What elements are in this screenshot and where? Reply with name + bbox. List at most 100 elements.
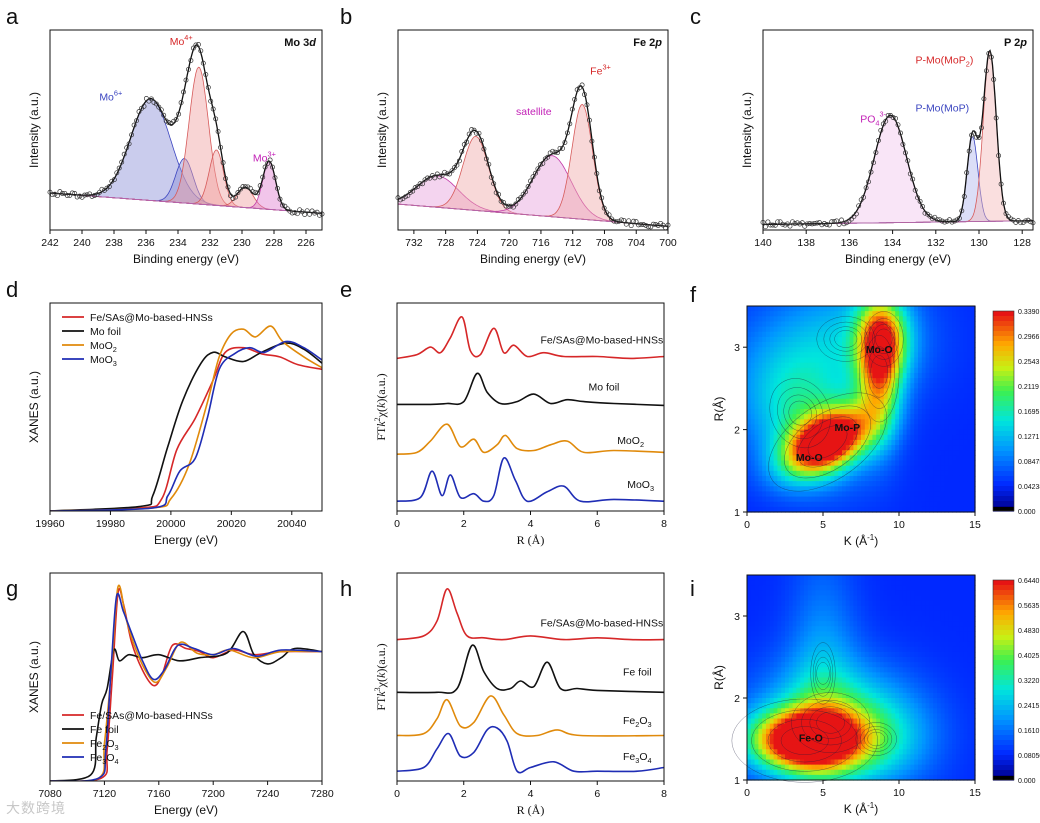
heatmap-cell [834,703,839,709]
heatmap-cell [804,470,809,477]
heatmap-cell [948,336,953,343]
heatmap-cell [788,600,794,607]
data-point [210,106,216,112]
heatmap-cell [750,347,756,353]
heatmap-cell [895,744,900,750]
heatmap-cell [769,409,775,415]
heatmap-cell [906,378,911,384]
heatmap-cell [887,708,892,714]
heatmap-cell [762,331,767,338]
heatmap-cell [796,692,801,699]
heatmap-cell [849,465,854,472]
heatmap-cell [868,465,873,472]
heatmap-cell [747,672,752,679]
heatmap-cell [868,321,873,328]
heatmap-cell [883,481,889,487]
heatmap-cell [815,754,820,761]
heatmap-cell [823,460,828,467]
heatmap-cell [766,362,771,369]
heatmap-cell [853,455,858,462]
heatmap-cell [872,687,877,694]
heatmap-cell [823,306,828,312]
heatmap-cell [796,326,801,333]
data-point [425,175,430,181]
heatmap-cell [788,703,794,709]
heatmap-cell [940,465,946,472]
heatmap-cell [921,723,927,730]
heatmap-cell [872,455,877,462]
heatmap-cell [967,383,972,389]
heatmap-cell [891,590,896,597]
heatmap-cell [914,605,919,612]
heatmap-cell [918,605,923,612]
heatmap-cell [792,372,797,379]
heatmap-cell [887,352,892,359]
heatmap-cell [959,460,965,467]
heatmap-cell [754,321,759,328]
heatmap-cell [959,501,965,508]
heatmap-cell [880,600,885,607]
heatmap-cell [948,460,953,467]
heatmap-cell [899,326,904,333]
colorbar-step [993,326,1014,332]
heatmap-cell [883,595,889,602]
heatmap-cell [929,486,934,492]
heatmap-cell [842,491,847,498]
heatmap-cell [853,769,858,776]
heatmap-cell [864,636,870,643]
heatmap-cell [937,306,942,312]
data-point [623,221,629,227]
heatmap-cell [872,713,877,720]
colorbar-step [993,311,1014,317]
heatmap-cell [804,590,809,597]
ft-line-2 [397,644,664,694]
heatmap-cell [781,398,786,405]
heatmap-cell [838,383,843,389]
x-tick-label: 6 [594,518,600,530]
heatmap-cell [769,331,775,338]
heatmap-cell [933,491,938,498]
heatmap-cell [895,409,900,415]
heatmap-cell [777,677,782,684]
heatmap-cell [830,718,835,725]
heatmap-cell [971,352,976,359]
heatmap-cell [880,749,885,755]
heatmap-cell [788,347,794,353]
heatmap-cell [830,575,835,581]
heatmap-cell [944,306,949,312]
heatmap-cell [785,311,790,317]
heatmap-cell [830,388,835,395]
heatmap-cell [921,501,927,508]
heatmap-cell [769,403,775,410]
x-tick-label: 0 [744,519,750,531]
heatmap-cell [887,605,892,612]
heatmap-cell [853,575,858,581]
heatmap-cell [948,414,953,420]
heatmap-cell [868,698,873,704]
heatmap-cell [804,764,809,771]
data-point [650,221,656,227]
heatmap-cell [804,372,809,379]
heatmap-cell [785,713,790,720]
heatmap-cell [925,465,930,472]
data-point [1020,220,1026,225]
heatmap-cell [925,626,930,632]
heatmap-cell [876,580,881,586]
heatmap-cell [910,439,915,446]
x-axis-label: Energy (eV) [154,533,218,547]
heatmap-cell [826,486,832,492]
heatmap-cell [773,311,778,317]
heatmap-cell [891,713,896,720]
heatmap-cell [853,621,858,627]
heatmap-cell [849,616,854,622]
heatmap-cell [948,491,953,498]
heatmap-cell [948,311,953,317]
heatmap-cell [777,708,782,714]
heatmap-cell [872,708,877,714]
heatmap-cell [826,657,832,663]
heatmap-cell [925,580,930,586]
x-tick-label: 4 [528,518,534,530]
heatmap-cell [766,378,771,384]
heatmap-cell [849,367,854,374]
